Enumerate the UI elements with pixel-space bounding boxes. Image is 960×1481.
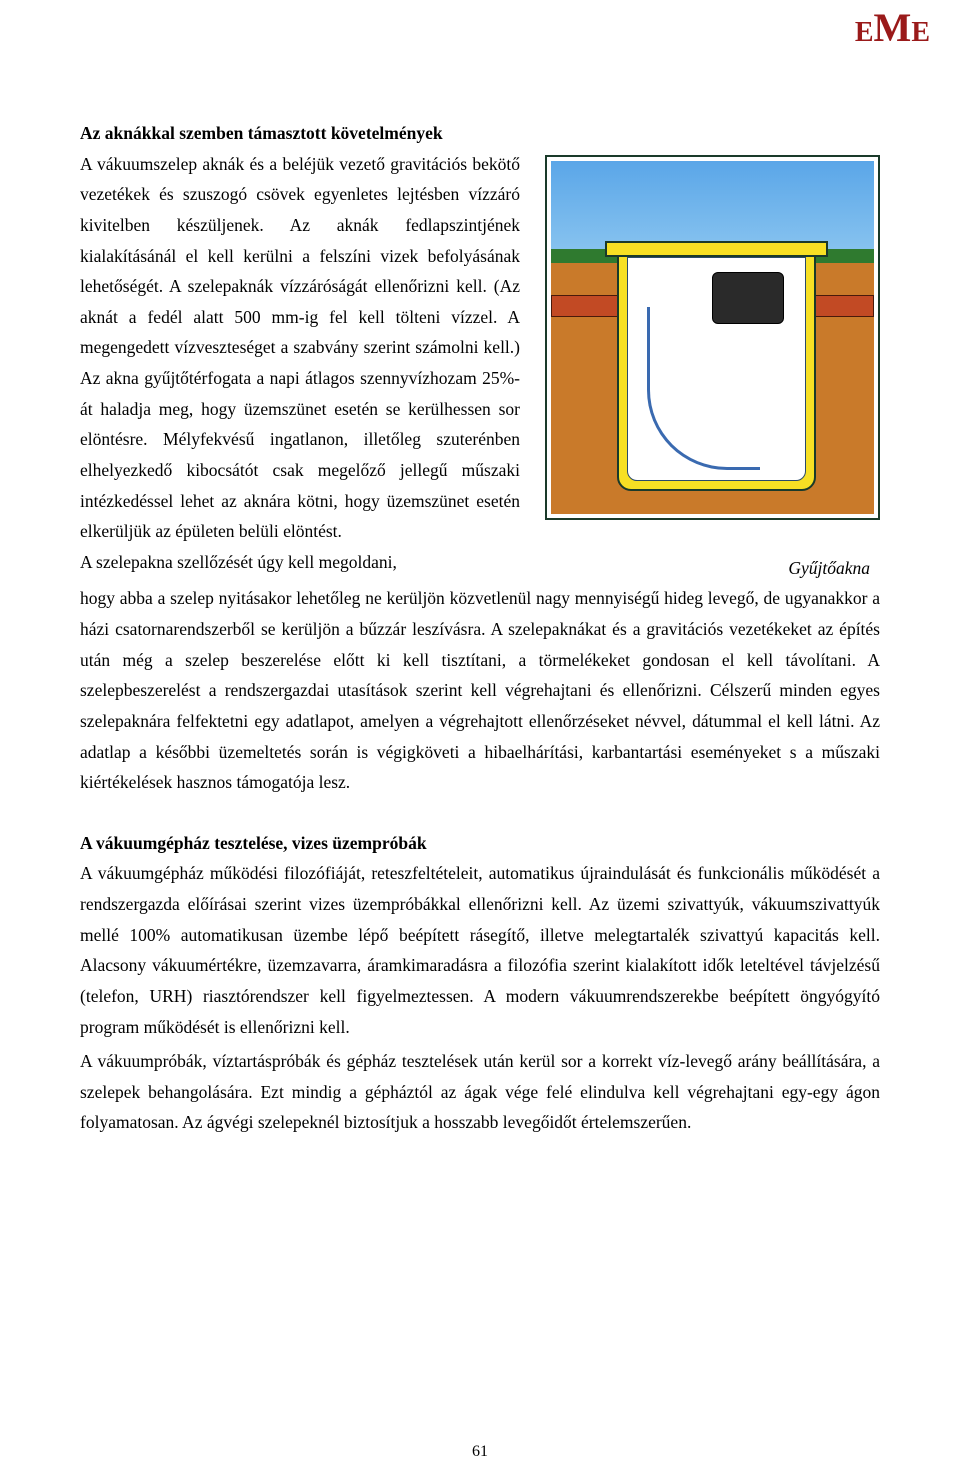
section2-paragraph2: A vákuumpróbák, víztartáspróbák és géphá… [80,1046,880,1138]
page-number: 61 [0,1443,960,1461]
section1-body: A vákuumszelep aknák és a beléjük vezető… [80,149,880,547]
figure-caption: Gyűjtőakna [535,547,880,584]
figure-lid [605,241,828,257]
logo-letter-e2: E [911,17,930,48]
figure-pipe-left [551,295,619,317]
section1-heading: Az aknákkal szemben támasztott követelmé… [80,118,880,149]
figure-collection-shaft [545,155,880,520]
figure-pipe-right [812,295,874,317]
logo-letter-e1: E [855,17,874,48]
logo: EME [855,12,930,44]
figure-illustration [545,155,880,520]
document-page: EME Az aknákkal szemben támasztott követ… [0,0,960,1481]
section2: A vákuumgépház tesztelése, vizes üzempró… [80,828,880,1138]
section2-heading: A vákuumgépház tesztelése, vizes üzempró… [80,828,880,859]
section1-paragraph-after: hogy abba a szelep nyitásakor lehetőleg … [80,583,880,797]
page-content: Az aknákkal szemben támasztott követelmé… [80,20,880,1138]
section2-paragraph1: A vákuumgépház működési filozófiáját, re… [80,858,880,1042]
logo-letter-m: M [874,5,912,50]
caption-row: Gyűjtőakna A szelepakna szellőzését úgy … [80,547,880,584]
